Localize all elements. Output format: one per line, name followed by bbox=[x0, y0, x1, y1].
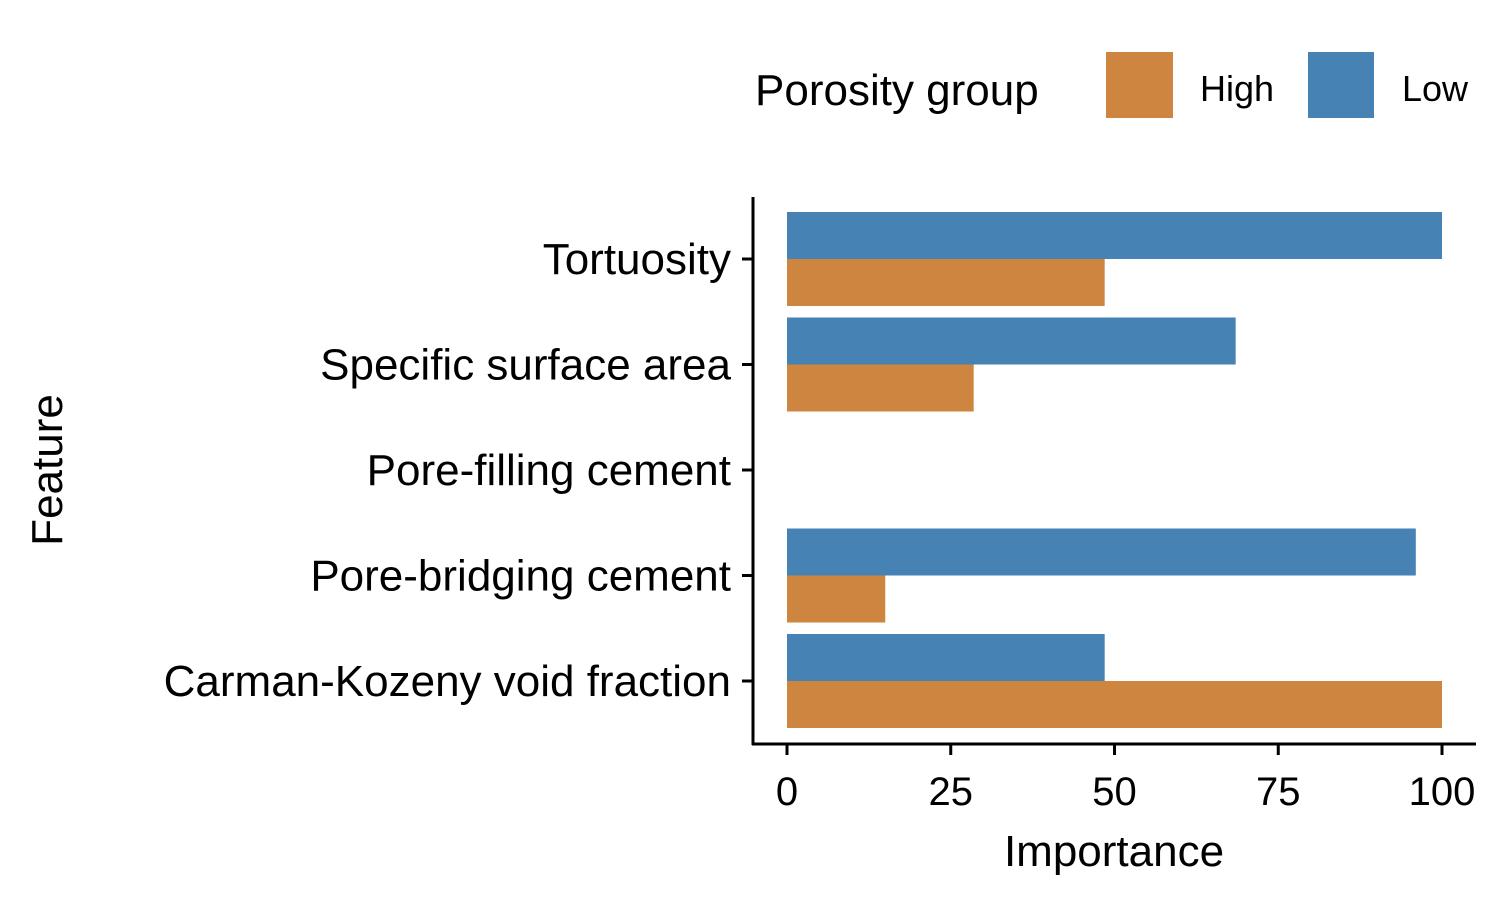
bar-high-pore-bridging-cement bbox=[787, 575, 886, 623]
x-axis-ticks: 0 25 50 75 100 bbox=[776, 744, 1476, 814]
bar-low-pore-bridging-cement bbox=[787, 528, 1416, 576]
y-tick-label: Pore-filling cement bbox=[367, 446, 731, 495]
legend-swatch-low bbox=[1308, 52, 1374, 118]
x-axis-title: Importance bbox=[1004, 827, 1224, 876]
bar-high-carman-kozeny-void-fraction bbox=[787, 681, 1442, 728]
bar-low-carman-kozeny-void-fraction bbox=[787, 634, 1105, 681]
bar-high-specific-surface-area bbox=[787, 364, 974, 412]
y-tick-label: Specific surface area bbox=[320, 341, 731, 390]
legend-label-low: Low bbox=[1402, 68, 1469, 109]
y-axis-ticks: Tortuosity Specific surface area Pore-fill… bbox=[164, 235, 753, 706]
bar-low-tortuosity bbox=[787, 212, 1442, 259]
x-tick-label: 25 bbox=[929, 770, 974, 814]
bar-high-tortuosity bbox=[787, 259, 1105, 306]
x-tick-label: 50 bbox=[1092, 770, 1137, 814]
legend-label-high: High bbox=[1200, 68, 1274, 109]
y-tick-label: Carman-Kozeny void fraction bbox=[164, 657, 731, 706]
y-tick-label: Pore-bridging cement bbox=[310, 552, 731, 601]
legend-swatch-high bbox=[1106, 52, 1173, 118]
bar-low-specific-surface-area bbox=[787, 317, 1236, 365]
legend: Porosity group High Low bbox=[755, 52, 1469, 118]
y-tick-label: Tortuosity bbox=[543, 235, 731, 284]
x-tick-label: 100 bbox=[1409, 770, 1476, 814]
y-axis-title: Feature bbox=[23, 394, 72, 546]
legend-title: Porosity group bbox=[755, 66, 1039, 115]
x-tick-label: 0 bbox=[776, 770, 798, 814]
bar-group bbox=[787, 212, 1442, 728]
x-tick-label: 75 bbox=[1256, 770, 1301, 814]
